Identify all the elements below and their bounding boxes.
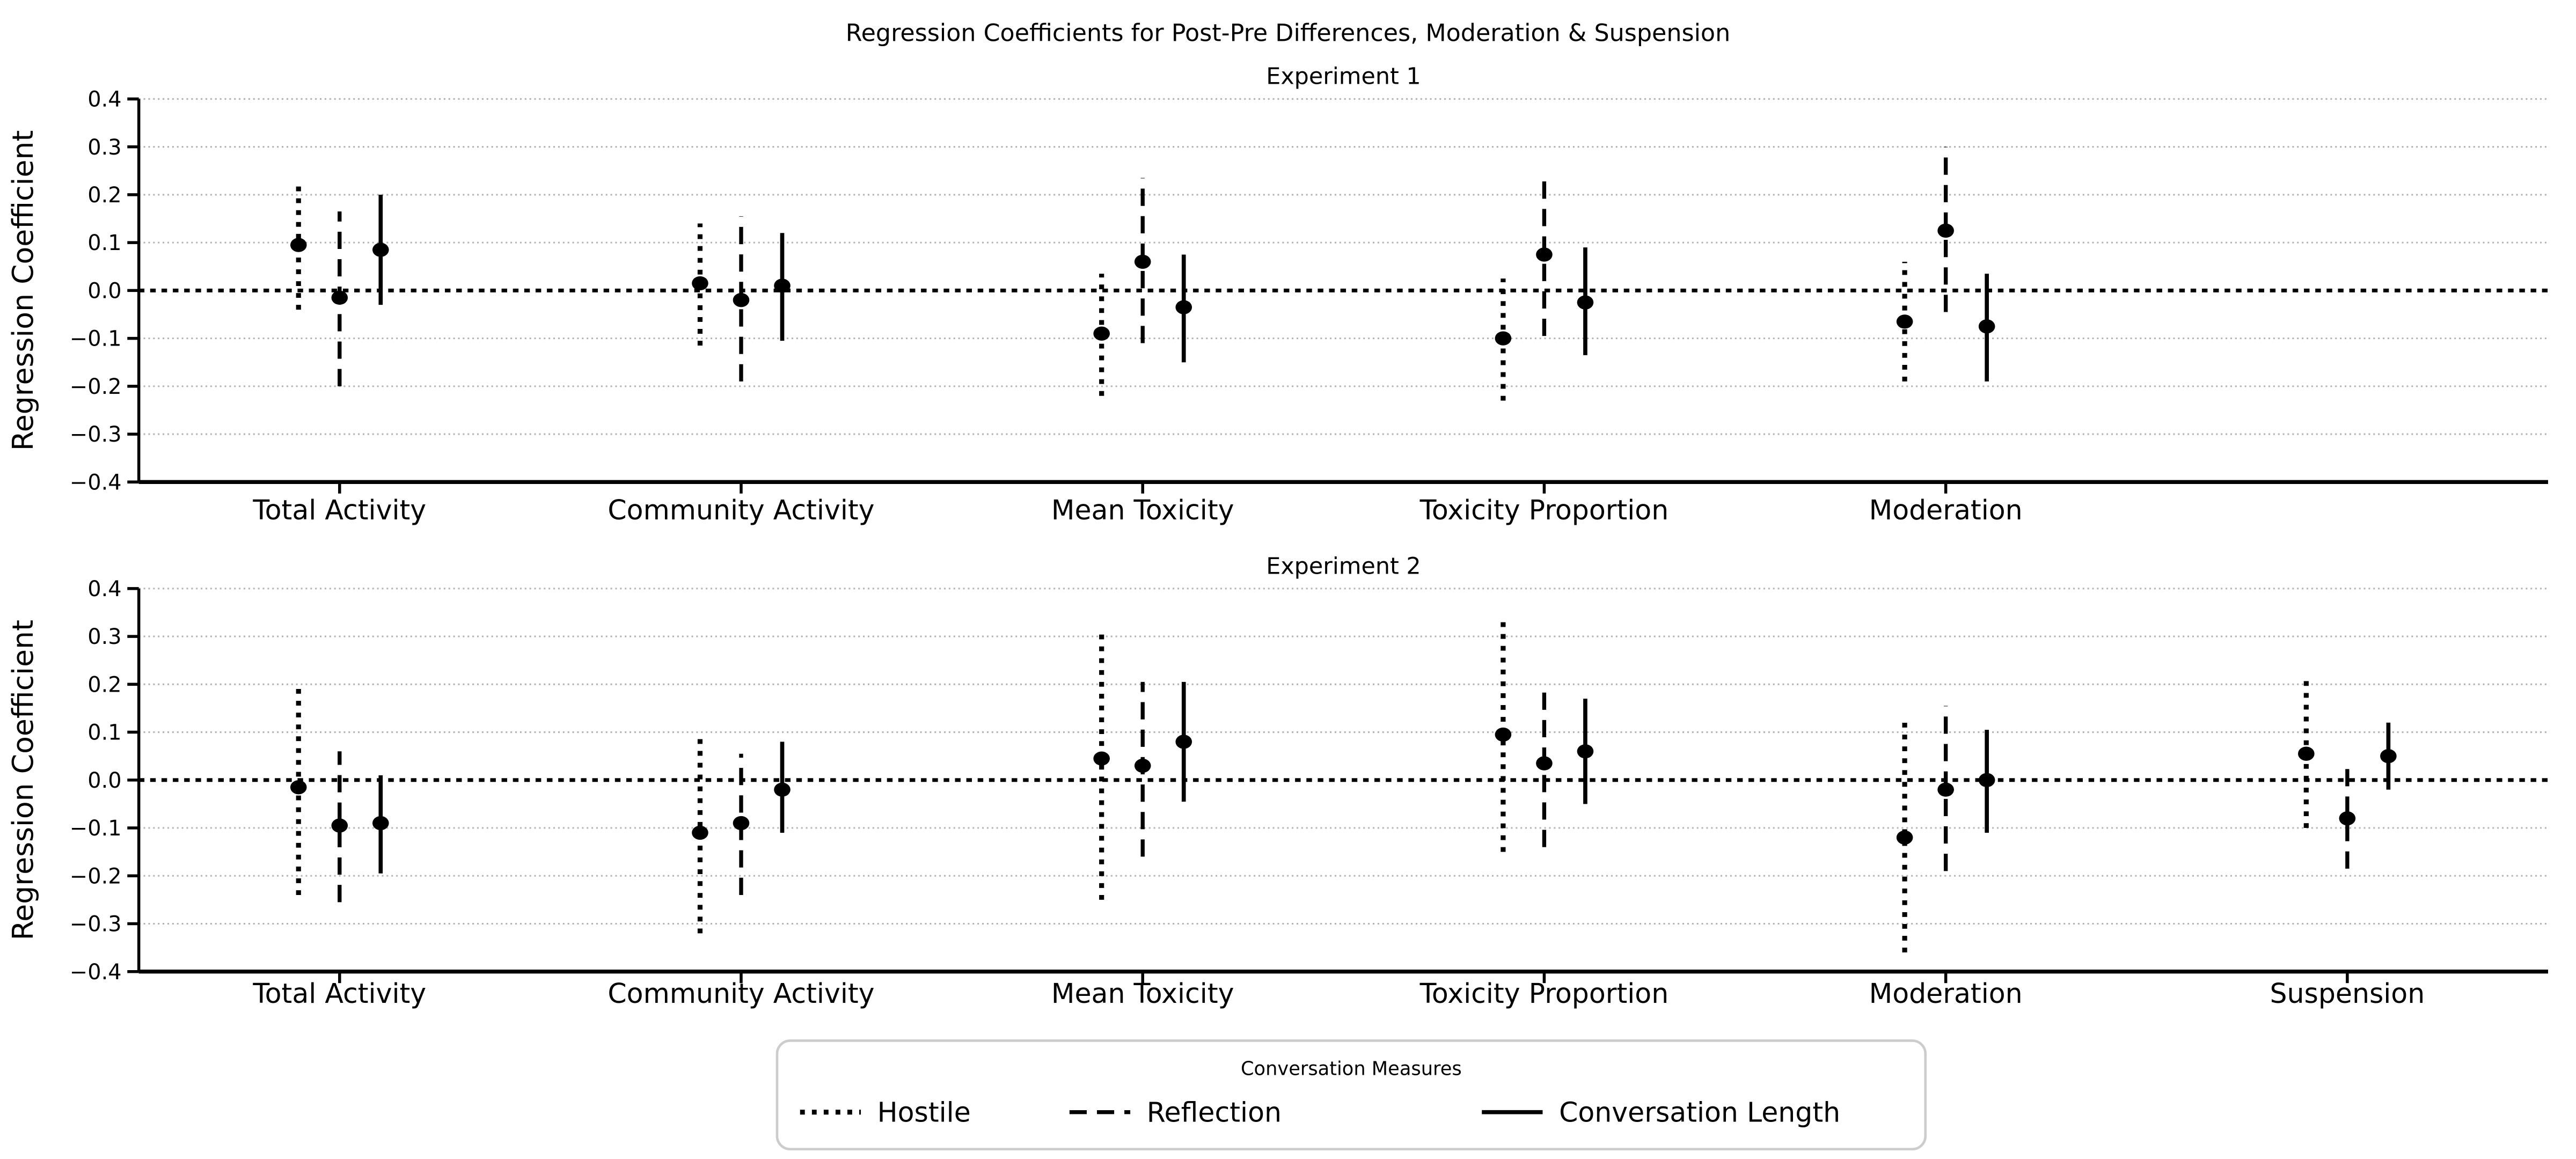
y-tick-label: −0.3: [70, 912, 122, 937]
point-marker: [1896, 314, 1913, 329]
x-category-label: Mean Toxicity: [1051, 978, 1234, 1009]
point-marker: [372, 243, 389, 257]
x-category-label: Suspension: [2270, 978, 2425, 1009]
panel-1: 0.4 0.3 0.2 0.1 0.0 −0.1 −0.2 −0.3 −0.4 Total Act…: [70, 87, 2548, 526]
point-marker: [733, 816, 750, 831]
y-tick-label: −0.1: [70, 327, 122, 351]
point-marker: [2339, 811, 2356, 826]
x-category-label: Moderation: [1869, 494, 2023, 526]
panel-2: 0.4 0.3 0.2 0.1 0.0 −0.1 −0.2 −0.3 −0.4 Total Act…: [70, 577, 2548, 1009]
point-marker: [1937, 223, 1954, 238]
x-category-label: Mean Toxicity: [1051, 494, 1234, 526]
point-marker: [290, 780, 307, 795]
x-category-label: Moderation: [1869, 978, 2023, 1009]
point-marker: [1093, 751, 1110, 766]
y-tick-label: −0.2: [70, 375, 122, 399]
y-tick-label: −0.4: [70, 960, 122, 985]
x-category-label: Total Activity: [252, 978, 426, 1009]
y-tick-label: −0.2: [70, 864, 122, 889]
point-marker: [733, 293, 750, 307]
point-marker: [2380, 749, 2397, 764]
y-tick-label: 0.1: [87, 231, 121, 255]
point-marker: [1577, 744, 1594, 759]
point-marker: [1536, 247, 1553, 262]
point-marker: [331, 290, 348, 305]
point-marker: [290, 238, 307, 252]
point-marker: [692, 276, 708, 291]
y-tick-label: 0.2: [87, 672, 121, 697]
legend-box: [775, 1039, 1927, 1150]
y-tick-label: 0.3: [87, 625, 121, 649]
y-tick-label: 0.1: [87, 721, 121, 745]
point-marker: [1093, 326, 1110, 341]
point-marker: [1495, 727, 1512, 742]
figure-title: Regression Coefficients for Post-Pre Dif…: [846, 20, 1730, 47]
x-category-label: Community Activity: [608, 978, 874, 1009]
x-category-label: Toxicity Proportion: [1419, 494, 1669, 526]
point-marker: [372, 816, 389, 831]
y-tick-label: 0.3: [87, 135, 121, 160]
y-tick-label: 0.4: [87, 87, 121, 112]
y-tick-label: 0.2: [87, 183, 121, 208]
point-marker: [1937, 782, 1954, 797]
y-tick-label: −0.3: [70, 422, 122, 447]
point-marker: [1577, 295, 1594, 310]
legend-entry-label: Reflection: [1147, 1096, 1282, 1128]
point-marker: [1978, 773, 1995, 787]
y-tick-label: 0.0: [87, 278, 121, 303]
legend: Conversation Measures Hostile Reflection C…: [775, 1039, 1927, 1150]
legend-title: Conversation Measures: [1241, 1058, 1462, 1080]
point-marker: [1536, 756, 1553, 771]
point-marker: [1978, 319, 1995, 334]
y-tick-label: −0.1: [70, 816, 122, 841]
x-category-label: Community Activity: [608, 494, 874, 526]
point-marker: [774, 278, 791, 293]
point-marker: [692, 825, 708, 840]
point-marker: [1896, 830, 1913, 845]
panel-2-y-axis-label: Regression Coefficient: [6, 620, 40, 941]
point-marker: [1134, 758, 1151, 773]
point-marker: [2298, 746, 2315, 761]
x-category-label: Toxicity Proportion: [1419, 978, 1669, 1009]
point-marker: [1134, 254, 1151, 269]
panel-1-subtitle: Experiment 1: [1266, 63, 1421, 90]
y-tick-label: 0.4: [87, 577, 121, 601]
y-tick-label: 0.0: [87, 768, 121, 793]
panel-1-y-axis-label: Regression Coefficient: [6, 130, 40, 451]
point-marker: [1175, 300, 1192, 314]
legend-entry-label: Hostile: [877, 1096, 971, 1128]
y-tick-label: −0.4: [70, 470, 122, 495]
point-marker: [331, 818, 348, 833]
point-marker: [1495, 331, 1512, 346]
x-category-label: Total Activity: [252, 494, 426, 526]
legend-entry-label: Conversation Length: [1559, 1096, 1840, 1128]
panel-2-subtitle: Experiment 2: [1266, 553, 1421, 580]
point-marker: [1175, 735, 1192, 749]
point-marker: [774, 782, 791, 797]
